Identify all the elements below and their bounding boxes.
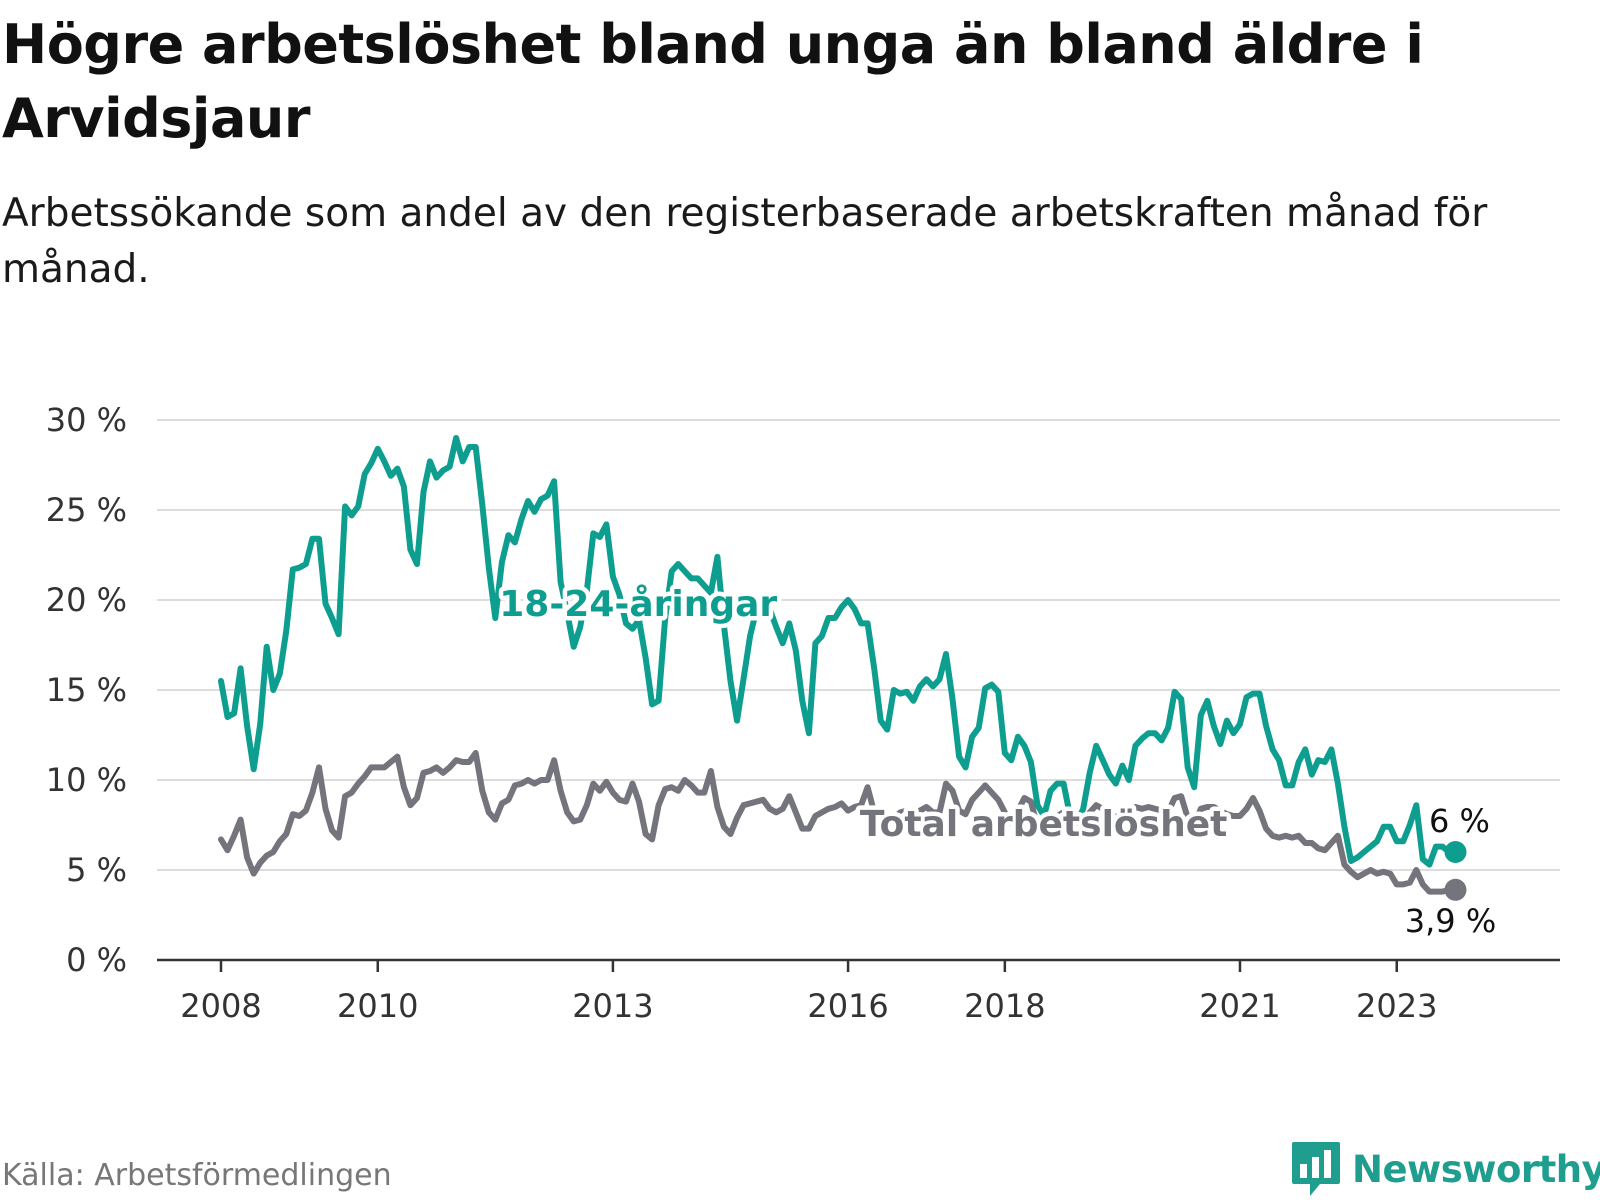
y-tick-label: 5 % <box>66 851 127 889</box>
total-series-line <box>218 750 1459 895</box>
youth-end-point <box>1444 841 1467 863</box>
total-end-point <box>1444 878 1467 901</box>
x-axis-ticks: 2008 2010 2013 2016 2018 2021 2023 <box>180 960 1437 1025</box>
grid-lines <box>157 419 1560 871</box>
newsworthy-logo: Newsworthy <box>1290 1140 1600 1198</box>
bar-chart-speech-bubble-icon <box>1292 1142 1340 1196</box>
y-tick-label: 25 % <box>46 491 127 529</box>
chart-subtitle: Arbetssökande som andel av den registerb… <box>2 191 1488 292</box>
x-tick-label: 2013 <box>572 987 653 1025</box>
y-axis-ticks: 0 % 5 % 10 % 15 % 20 % 25 % 30 % <box>46 401 127 979</box>
youth-series-line <box>218 435 1459 868</box>
x-tick-label: 2023 <box>1356 987 1437 1025</box>
x-tick-label: 2021 <box>1199 987 1280 1025</box>
total-series-label: Total arbetslöshet <box>860 804 1228 845</box>
x-tick-label: 2018 <box>964 987 1045 1025</box>
line-chart: 0 %5 %10 %15 %20 %25 %30 % 2008 2010 2013 2… <box>46 401 1560 1025</box>
y-tick-label: 10 % <box>46 761 127 799</box>
chart-title: Högre arbetslöshet bland unga än bland ä… <box>2 13 1424 150</box>
x-tick-label: 2008 <box>180 987 261 1025</box>
y-tick-label: 15 % <box>46 671 127 709</box>
y-tick-label: 20 % <box>46 581 127 619</box>
youth-series-label: 18-24-åringar <box>499 584 777 625</box>
youth-end-value-label: 6 % <box>1429 802 1490 840</box>
logo-text: Newsworthy <box>1352 1147 1600 1191</box>
y-tick-label: 0 % <box>66 941 127 979</box>
total-end-value-label: 3,9 % <box>1405 902 1496 940</box>
y-tick-label: 30 % <box>46 401 127 439</box>
x-tick-label: 2010 <box>337 987 418 1025</box>
source-note: Källa: Arbetsförmedlingen <box>2 1158 392 1193</box>
series-lines <box>218 435 1467 901</box>
x-tick-label: 2016 <box>807 987 888 1025</box>
series-labels: 18-24-åringar Total arbetslöshet 6 % 3,9 % <box>495 580 1499 943</box>
